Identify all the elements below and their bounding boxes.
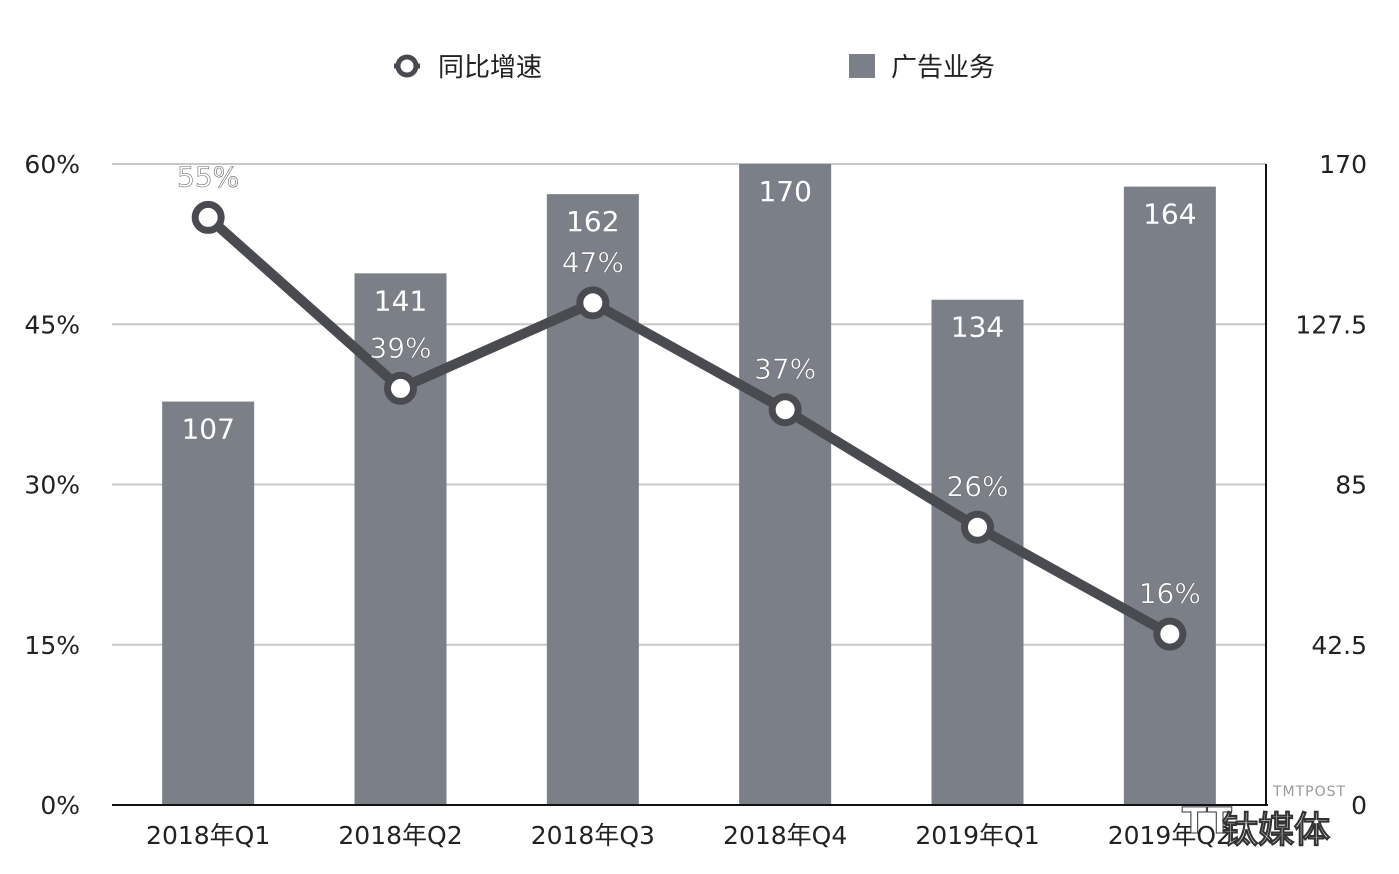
left-axis-ticks: 0% 15% 30% 45% 60% (24, 150, 80, 820)
right-tick-label: 170 (1319, 150, 1367, 179)
line-point (1153, 617, 1187, 651)
line-value-label: 39% (369, 331, 431, 364)
legend-item-growth[interactable]: 同比增速 (394, 53, 542, 83)
bar-value-label: 164 (1143, 198, 1196, 231)
legend-swatch-icon (849, 54, 875, 78)
line-point (384, 371, 417, 405)
growth-line-path (203, 212, 1175, 640)
x-tick-label: 2018年Q1 (146, 821, 270, 850)
legend-item-ad[interactable]: 广告业务 (849, 53, 995, 83)
legend-label-growth: 同比增速 (438, 53, 542, 83)
right-tick-label: 42.5 (1311, 631, 1367, 660)
line-point (961, 510, 994, 544)
watermark-logo: TT (1182, 801, 1232, 842)
left-tick-label: 30% (24, 471, 80, 500)
bar (162, 401, 255, 805)
bar-value-label: 170 (758, 175, 811, 208)
bar (1123, 186, 1216, 805)
right-tick-label: 85 (1335, 471, 1367, 500)
x-tick-label: 2018年Q3 (531, 821, 655, 850)
bar (739, 164, 832, 805)
legend-label-ad: 广告业务 (891, 53, 995, 83)
bar (931, 299, 1024, 805)
left-tick-label: 60% (24, 150, 80, 179)
line-value-label: 37% (754, 353, 816, 386)
x-tick-label: 2018年Q2 (338, 821, 462, 850)
x-tick-label: 2019年Q1 (915, 821, 1039, 850)
gridlines (112, 163, 1266, 646)
watermark-sub: TMTPOST (1272, 784, 1346, 800)
watermark-text: 钛媒体 (1222, 810, 1330, 851)
line-point (191, 200, 225, 234)
bar (546, 194, 639, 806)
line-point (576, 286, 610, 320)
watermark: TT TMTPOST 钛媒体 (1182, 784, 1346, 852)
left-tick-label: 15% (24, 631, 80, 660)
x-axis-ticks: 2018年Q1 2018年Q2 2018年Q3 2018年Q4 2019年Q1 2019年… (146, 821, 1232, 850)
x-tick-label: 2019年Q2 (1108, 821, 1232, 850)
right-axis-ticks: 0 42.5 85 127.5 170 (1295, 150, 1367, 820)
bar-labels: 107 141 162 170 134 164 (181, 175, 1196, 446)
bar-value-label: 134 (951, 311, 1004, 344)
line-value-label: 26% (946, 470, 1008, 503)
right-tick-label: 127.5 (1295, 310, 1367, 339)
left-tick-label: 0% (40, 791, 80, 820)
bar-value-label: 107 (181, 413, 234, 446)
growth-line (191, 200, 1187, 651)
line-point (768, 393, 802, 427)
bar-value-label: 141 (374, 284, 427, 317)
bar-value-label: 162 (566, 205, 619, 238)
line-value-label: 55% (177, 160, 239, 193)
legend-marker-icon (395, 54, 419, 78)
right-tick-label: 0 (1351, 791, 1367, 820)
left-tick-label: 45% (24, 310, 80, 339)
legend: 同比增速 广告业务 (394, 53, 995, 83)
line-value-label: 16% (1139, 577, 1201, 610)
x-tick-label: 2018年Q4 (723, 821, 847, 850)
line-value-label: 47% (562, 246, 624, 279)
line-labels: 55% 39% 47% 37% 26% 16% (177, 160, 1202, 610)
axes (112, 164, 1268, 806)
